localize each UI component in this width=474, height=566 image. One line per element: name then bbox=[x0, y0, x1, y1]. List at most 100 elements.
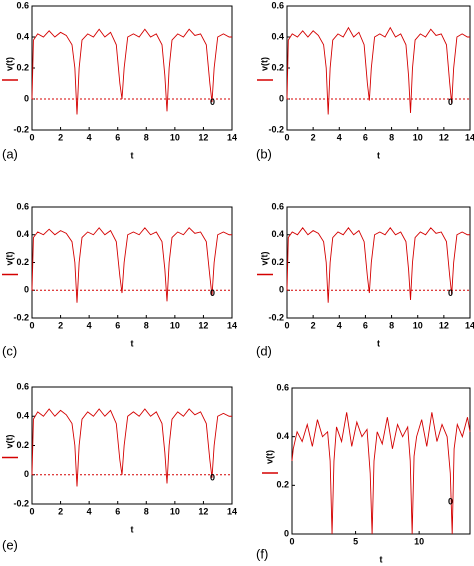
data-line bbox=[286, 227, 470, 303]
x-tick-label: 6 bbox=[115, 506, 120, 516]
x-tick-label: 8 bbox=[144, 320, 149, 330]
x-tick-label: 14 bbox=[465, 320, 474, 330]
y-axis-label: v(t) bbox=[264, 450, 274, 464]
y-tick-label: 0.6 bbox=[271, 201, 284, 211]
data-line bbox=[291, 412, 471, 535]
x-tick-label: 12 bbox=[439, 320, 449, 330]
x-tick-label: 2 bbox=[58, 320, 63, 330]
x-tick-label: 14 bbox=[465, 132, 474, 142]
panel-label: (e) bbox=[2, 537, 18, 552]
y-tick-label: 0 bbox=[24, 469, 29, 479]
x-axis-label: t bbox=[377, 150, 380, 160]
annotation: 0 bbox=[210, 288, 215, 298]
y-tick-label: 0.4 bbox=[16, 411, 29, 421]
x-tick-label: 8 bbox=[389, 132, 394, 142]
annotation: 0 bbox=[210, 97, 215, 107]
x-tick-label: 8 bbox=[144, 132, 149, 142]
x-tick-label: 8 bbox=[389, 320, 394, 330]
annotation: 0 bbox=[448, 288, 453, 298]
x-tick-label: 0 bbox=[29, 132, 34, 142]
y-axis-label: v(t) bbox=[259, 252, 269, 266]
y-tick-label: 0.2 bbox=[16, 257, 29, 267]
x-tick-label: 6 bbox=[115, 132, 120, 142]
x-tick-label: 12 bbox=[198, 320, 208, 330]
x-tick-label: 10 bbox=[414, 536, 424, 546]
panel-label: (a) bbox=[2, 146, 18, 161]
x-tick-label: 10 bbox=[413, 320, 423, 330]
x-tick-label: 4 bbox=[87, 506, 92, 516]
x-axis-label: t bbox=[377, 338, 380, 348]
x-tick-label: 5 bbox=[353, 536, 358, 546]
x-axis-label: t bbox=[380, 554, 383, 564]
data-line bbox=[31, 227, 232, 303]
x-tick-label: 10 bbox=[170, 320, 180, 330]
x-tick-label: 14 bbox=[227, 506, 237, 516]
y-tick-label: -0.2 bbox=[268, 124, 284, 134]
y-tick-label: 0.4 bbox=[16, 31, 29, 41]
panel-label: (b) bbox=[256, 146, 272, 161]
y-axis-label: v(t) bbox=[4, 252, 14, 266]
panel-label: (d) bbox=[256, 343, 272, 358]
x-tick-label: 6 bbox=[363, 132, 368, 142]
annotation: 0 bbox=[448, 496, 453, 506]
x-tick-label: 0 bbox=[29, 320, 34, 330]
y-tick-label: 0.6 bbox=[16, 201, 29, 211]
x-tick-label: 0 bbox=[284, 320, 289, 330]
x-tick-label: 0 bbox=[29, 506, 34, 516]
x-axis-label: t bbox=[131, 338, 134, 348]
y-tick-label: 0 bbox=[24, 285, 29, 295]
y-tick-label: 0.4 bbox=[271, 229, 284, 239]
y-tick-label: 0.6 bbox=[271, 0, 284, 10]
x-tick-label: 8 bbox=[144, 506, 149, 516]
y-axis-label: v(t) bbox=[4, 57, 14, 71]
y-tick-label: 0.2 bbox=[271, 257, 284, 267]
y-tick-label: 0 bbox=[279, 93, 284, 103]
x-axis-label: t bbox=[131, 150, 134, 160]
y-axis-label: v(t) bbox=[259, 57, 269, 71]
data-line bbox=[286, 26, 470, 115]
y-tick-label: 0 bbox=[24, 93, 29, 103]
y-tick-label: 0.2 bbox=[16, 440, 29, 450]
panel-label: (c) bbox=[2, 343, 17, 358]
x-tick-label: 12 bbox=[198, 132, 208, 142]
data-line bbox=[31, 408, 232, 487]
x-tick-label: 6 bbox=[363, 320, 368, 330]
x-tick-label: 0 bbox=[289, 536, 294, 546]
y-axis-label: v(t) bbox=[4, 435, 14, 449]
x-tick-label: 2 bbox=[58, 506, 63, 516]
annotation: 0 bbox=[210, 473, 215, 483]
y-tick-label: 0.4 bbox=[16, 229, 29, 239]
y-tick-label: -0.2 bbox=[13, 498, 29, 508]
y-tick-label: 0.6 bbox=[16, 381, 29, 391]
x-tick-label: 4 bbox=[337, 320, 342, 330]
x-tick-label: 2 bbox=[58, 132, 63, 142]
y-tick-label: 0.6 bbox=[276, 382, 289, 392]
panel-label: (f) bbox=[256, 546, 268, 561]
x-tick-label: 12 bbox=[198, 506, 208, 516]
annotation: 0 bbox=[448, 97, 453, 107]
x-tick-label: 12 bbox=[439, 132, 449, 142]
y-tick-label: -0.2 bbox=[268, 312, 284, 322]
x-tick-label: 14 bbox=[227, 132, 237, 142]
plot-frame bbox=[291, 387, 471, 535]
x-tick-label: 2 bbox=[311, 320, 316, 330]
y-tick-label: 0 bbox=[279, 285, 284, 295]
y-tick-label: 0.6 bbox=[16, 0, 29, 10]
y-tick-label: 0.2 bbox=[16, 62, 29, 72]
plot-frame bbox=[31, 386, 233, 505]
y-tick-label: 0 bbox=[284, 528, 289, 538]
x-tick-label: 10 bbox=[170, 506, 180, 516]
y-tick-label: 0.2 bbox=[276, 480, 289, 490]
y-tick-label: 0.4 bbox=[276, 431, 289, 441]
data-line bbox=[31, 28, 232, 115]
x-axis-label: t bbox=[131, 524, 134, 534]
y-tick-label: 0.4 bbox=[271, 31, 284, 41]
plot-frame bbox=[31, 5, 233, 131]
x-tick-label: 0 bbox=[284, 132, 289, 142]
x-tick-label: 4 bbox=[337, 132, 342, 142]
x-tick-label: 2 bbox=[311, 132, 316, 142]
y-tick-label: -0.2 bbox=[13, 312, 29, 322]
y-tick-label: 0.2 bbox=[271, 62, 284, 72]
plot-frame bbox=[286, 5, 471, 131]
